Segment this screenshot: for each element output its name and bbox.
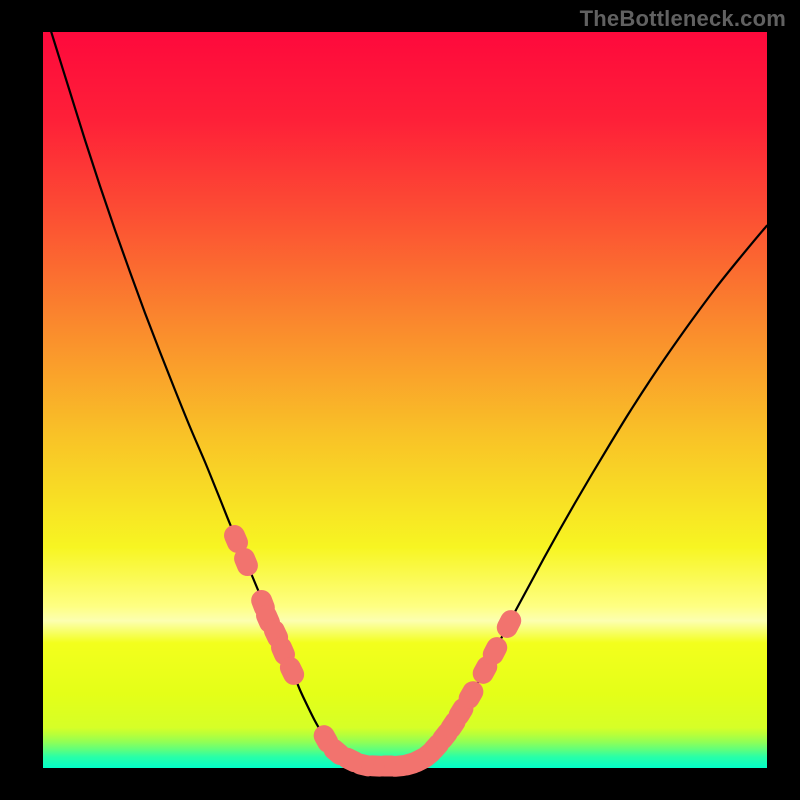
plot-background [43, 32, 767, 768]
chart-canvas [0, 0, 800, 800]
watermark-text: TheBottleneck.com [580, 6, 786, 32]
